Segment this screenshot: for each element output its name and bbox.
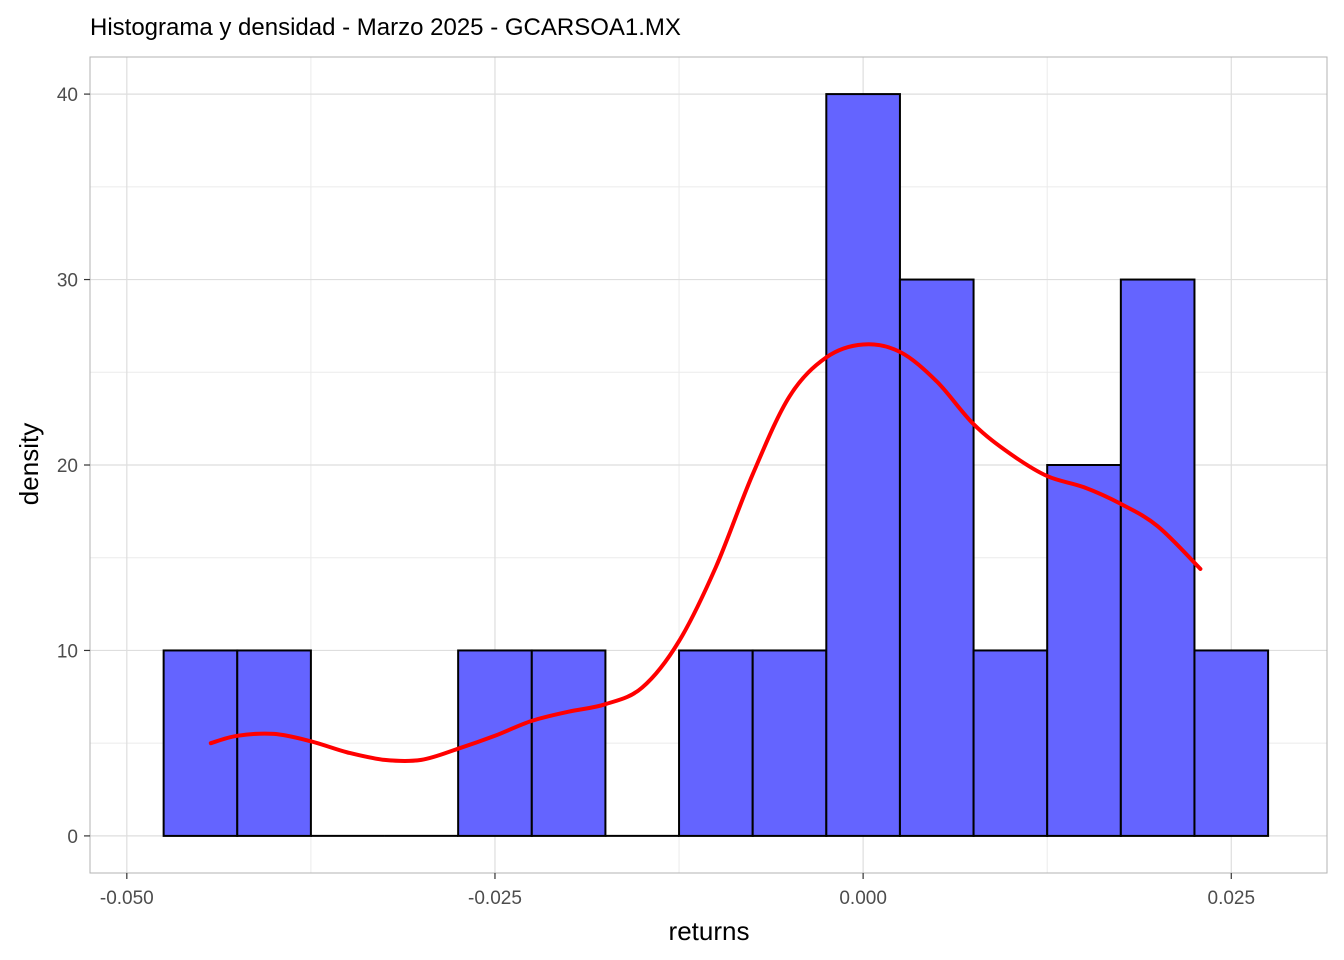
histogram-bar bbox=[825, 93, 901, 837]
y-tick-label: 40 bbox=[57, 85, 78, 106]
histogram-bar bbox=[898, 278, 975, 837]
y-tick-label: 20 bbox=[57, 456, 78, 477]
histogram-bar bbox=[972, 649, 1049, 837]
histogram-bar bbox=[162, 649, 239, 837]
x-tick-label: -0.050 bbox=[100, 888, 154, 909]
x-axis-title: returns bbox=[669, 916, 750, 946]
density-curve bbox=[208, 342, 1203, 764]
histogram-bars bbox=[162, 93, 1270, 837]
x-tick-label: 0.025 bbox=[1208, 888, 1256, 909]
histogram-bar bbox=[236, 649, 312, 837]
x-tick-label: 0.000 bbox=[839, 888, 887, 909]
histogram-bar bbox=[530, 649, 607, 837]
histogram-bar bbox=[678, 649, 754, 837]
y-tick-label: 0 bbox=[67, 827, 78, 848]
y-axis-title: density bbox=[14, 423, 44, 505]
x-axis: -0.050 -0.025 0.000 0.025 bbox=[100, 873, 1255, 909]
y-tick-label: 10 bbox=[57, 641, 78, 662]
histogram-bar bbox=[1193, 649, 1270, 837]
chart-title: Histograma y densidad - Marzo 2025 - GCA… bbox=[90, 14, 681, 41]
y-axis: 0 10 20 30 40 bbox=[57, 85, 90, 848]
histogram-bar bbox=[1119, 278, 1196, 837]
histogram-bar bbox=[1046, 464, 1122, 837]
histogram-bar bbox=[751, 649, 828, 837]
x-tick-label: -0.025 bbox=[468, 888, 522, 909]
y-tick-label: 30 bbox=[57, 271, 78, 292]
density-curve-group bbox=[208, 342, 1203, 764]
